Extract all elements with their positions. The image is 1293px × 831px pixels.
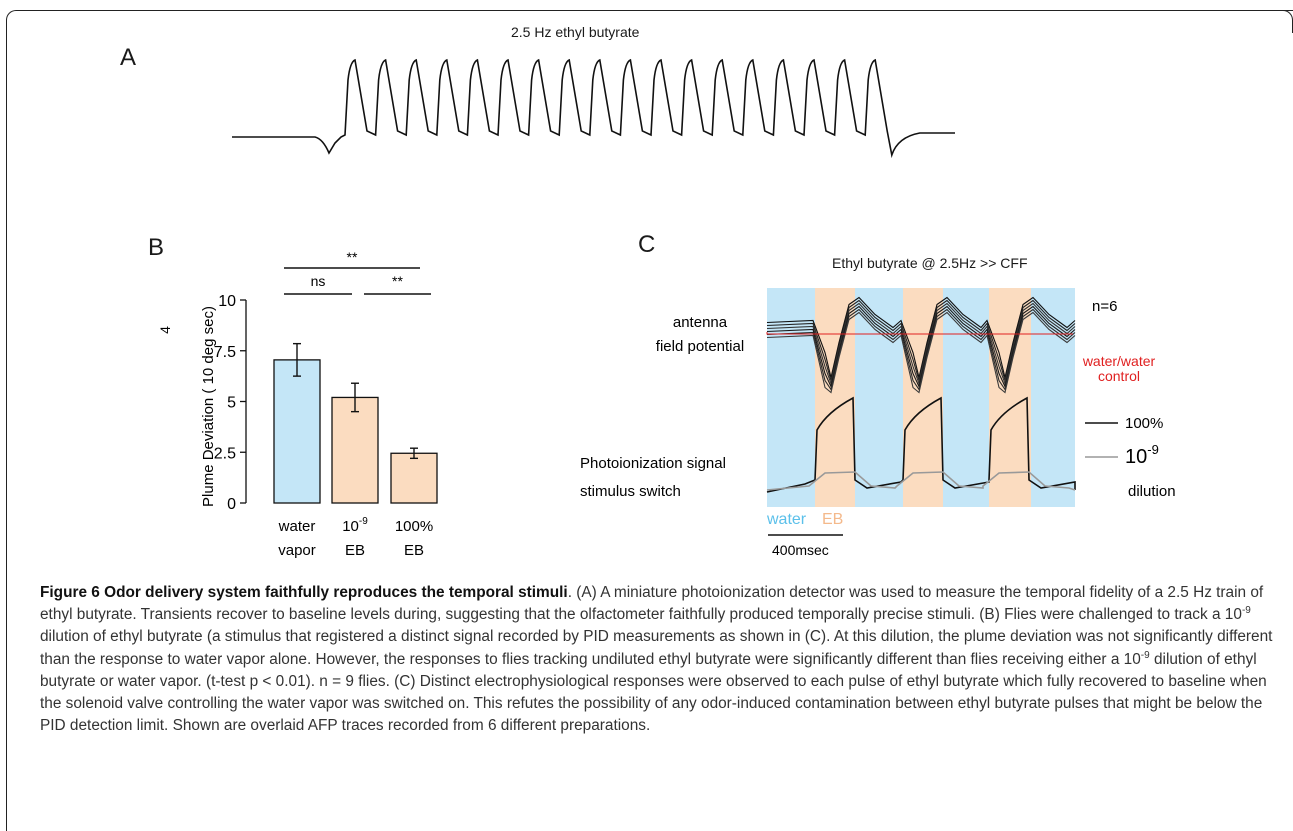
panel-a-trace-plot — [232, 58, 955, 159]
pid-trace — [232, 58, 955, 159]
switch-label: stimulus switch — [580, 483, 681, 500]
afp-trace — [766, 308, 1076, 391]
category-label: EB — [345, 542, 365, 559]
scale-bar-label: 400msec — [772, 542, 829, 558]
y-tick-label: 0 — [227, 496, 236, 513]
water-stimulus-band — [855, 288, 903, 507]
caption-part-2: dilution of ethyl butyrate (a stimulus t… — [40, 628, 1273, 668]
water-label: water — [766, 511, 807, 528]
y-axis-label: Plume Deviation ( 10 deg sec) — [200, 306, 217, 507]
caption-exponent-2: -9 — [1140, 649, 1150, 661]
eb-label: EB — [822, 511, 843, 528]
figure-label: Figure 6 Odor delivery system faithfully… — [40, 584, 568, 601]
panel-label-c: C — [638, 231, 656, 258]
afp-trace — [766, 311, 1076, 394]
control-trace — [766, 332, 1073, 335]
category-label: EB — [404, 542, 424, 559]
bar — [331, 396, 379, 504]
caption-part-1: . (A) A miniature photoionization detect… — [40, 584, 1264, 624]
pid-label: Photoionization signal — [580, 455, 726, 472]
panel-label-b: B — [148, 234, 165, 261]
figure-frame — [6, 10, 1293, 831]
panel-c-plot: n=6 antenna field potential water/watercont… — [580, 288, 1176, 558]
category-label: vapor — [278, 542, 316, 559]
y-axis-label-exponent: 4 — [157, 326, 173, 334]
y-tick-label: 7.5 — [214, 344, 236, 361]
control-label: control — [1098, 368, 1140, 384]
panel-a-title: 2.5 Hz ethyl butyrate — [511, 24, 640, 40]
y-tick-label: 2.5 — [214, 445, 236, 462]
pid-trace-100 — [766, 396, 1076, 493]
control-label: water/water — [1082, 353, 1156, 369]
pid-trace-dilute — [766, 471, 1076, 491]
eb-stimulus-band — [815, 288, 855, 507]
caption-part-3: dilution of ethyl butyrate or water vapo… — [40, 650, 1267, 735]
bar — [390, 452, 438, 504]
significance-label: ns — [311, 273, 326, 289]
afp-trace — [766, 302, 1076, 386]
panel-label-a: A — [120, 44, 137, 71]
afp-label: field potential — [656, 338, 744, 355]
water-stimulus-band — [943, 288, 989, 507]
afp-label: antenna — [673, 314, 728, 331]
legend-label-dilute: 10-9 — [1125, 442, 1159, 468]
caption-exponent-1: -9 — [1241, 605, 1251, 617]
afp-trace — [766, 296, 1076, 378]
significance-label: ** — [392, 273, 403, 289]
category-label: 100% — [395, 518, 433, 535]
category-label: water — [278, 518, 316, 535]
eb-stimulus-band — [903, 288, 943, 507]
bar — [273, 359, 321, 504]
y-tick-label: 5 — [227, 395, 236, 412]
panel-c-title: Ethyl butyrate @ 2.5Hz >> CFF — [832, 255, 1028, 271]
significance-label: ** — [347, 249, 358, 265]
water-stimulus-band — [1031, 288, 1075, 507]
legend-dilution-label: dilution — [1128, 483, 1176, 500]
figure-caption: Figure 6 Odor delivery system faithfully… — [40, 582, 1278, 737]
eb-stimulus-band — [989, 288, 1031, 507]
legend-label-100: 100% — [1125, 415, 1163, 432]
y-tick-label: 10 — [218, 293, 236, 310]
afp-trace — [766, 299, 1076, 381]
n-label: n=6 — [1092, 298, 1117, 315]
afp-trace — [766, 305, 1076, 389]
